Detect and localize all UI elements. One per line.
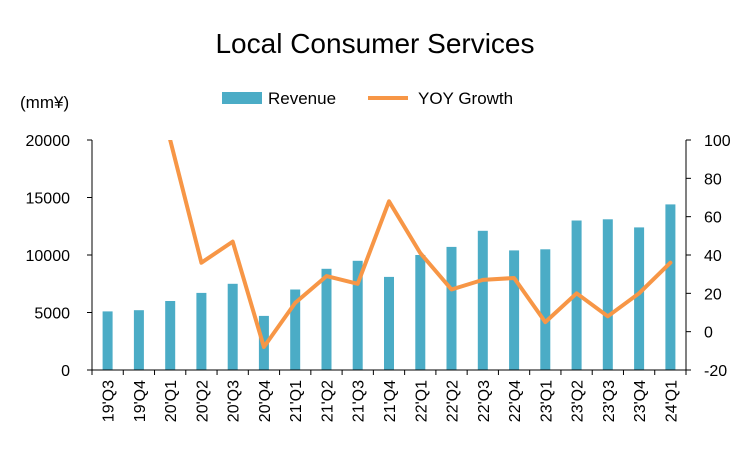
x-tick-label: 22'Q4: [507, 380, 524, 422]
x-tick-label: 22'Q3: [476, 380, 493, 422]
revenue-bar: [290, 289, 301, 370]
revenue-bar: [227, 283, 238, 371]
axes: 0 5000 10000 15000 20000 -20 0 20 40 60 80 100 19'Q3…: [26, 133, 731, 422]
revenue-bar: [634, 227, 645, 370]
revenue-bar: [602, 219, 613, 370]
yoy-growth-line: [168, 140, 673, 349]
x-tick-label: 20'Q2: [194, 380, 211, 422]
x-tick-label: 23'Q2: [570, 380, 587, 422]
left-y-tick-label: 0: [61, 363, 70, 380]
y-axis-unit-label: (mm¥): [20, 93, 69, 112]
x-tick-label: 19'Q3: [101, 380, 118, 422]
x-tick-label: 23'Q1: [538, 380, 555, 422]
right-y-tick-label: 60: [704, 210, 722, 227]
legend-revenue-label: Revenue: [268, 89, 336, 108]
x-tick-label: 22'Q2: [445, 380, 462, 422]
revenue-bar: [165, 301, 176, 370]
x-tick-label: 21'Q3: [351, 380, 368, 422]
left-y-tick-label: 5000: [34, 306, 70, 323]
revenue-bar: [477, 230, 488, 370]
revenue-bar: [415, 255, 426, 370]
revenue-bar: [446, 246, 457, 370]
x-tick-label: 20'Q1: [163, 380, 180, 422]
right-y-tick-label: 20: [704, 286, 722, 303]
x-tick-label: 20'Q3: [226, 380, 243, 422]
x-tick-label: 21'Q4: [382, 380, 399, 422]
right-y-tick-label: 80: [704, 171, 722, 188]
right-y-tick-label: 100: [704, 133, 731, 150]
left-y-tick-label: 15000: [26, 191, 71, 208]
revenue-bar: [102, 311, 113, 370]
legend: Revenue YOY Growth: [222, 89, 513, 108]
left-y-tick-label: 10000: [26, 248, 71, 265]
revenue-bar: [321, 268, 332, 370]
revenue-bar: [352, 260, 363, 371]
revenue-bar: [509, 250, 520, 370]
x-tick-label: 20'Q4: [257, 380, 274, 422]
legend-yoy-label: YOY Growth: [418, 89, 513, 108]
x-tick-label: 23'Q4: [632, 380, 649, 422]
x-tick-label: 19'Q4: [132, 380, 149, 422]
revenue-bar: [665, 204, 676, 370]
x-tick-label: 23'Q3: [601, 380, 618, 422]
x-tick-label: 21'Q2: [320, 380, 337, 422]
right-y-tick-label: 40: [704, 248, 722, 265]
legend-revenue-swatch: [222, 92, 262, 104]
x-tick-label: 22'Q1: [413, 380, 430, 422]
revenue-bar: [133, 310, 144, 370]
x-tick-label: 21'Q1: [288, 380, 305, 422]
revenue-bar: [540, 249, 551, 371]
left-y-tick-label: 20000: [26, 133, 71, 150]
bar-series: [102, 204, 676, 371]
chart-title: Local Consumer Services: [215, 28, 534, 59]
line-series: [168, 140, 673, 349]
right-y-tick-label: -20: [704, 363, 727, 380]
revenue-bar: [196, 292, 207, 370]
x-tick-label: 24'Q1: [663, 380, 680, 422]
revenue-bar: [384, 276, 394, 370]
right-y-tick-label: 0: [704, 325, 713, 342]
